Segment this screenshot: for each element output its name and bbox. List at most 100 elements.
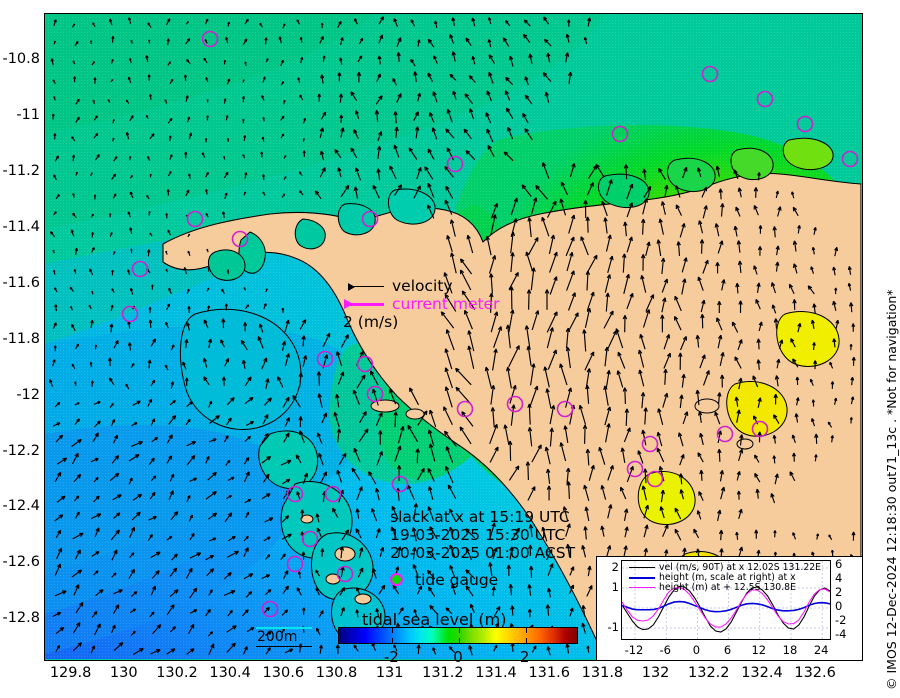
- x-tick-label: 131.6: [528, 665, 570, 681]
- current-meter-station[interactable]: [121, 305, 139, 323]
- scale-bar-label: 200m: [257, 629, 298, 645]
- current-meter-station[interactable]: [286, 555, 304, 573]
- current-meter-station[interactable]: [841, 150, 859, 168]
- inset-x-tick-label: -6: [659, 643, 671, 657]
- annotation-line-1: slack at x at 15:19 UTC: [390, 508, 570, 526]
- tide-timeseries-inset[interactable]: -1 1 2 -4 -2 0 2 4 6 -12 -6 0 6 12 18 24 vel (m/s, 90…: [596, 556, 863, 661]
- inset-series-line: [622, 600, 830, 613]
- colorbar-tick-label: 0: [453, 648, 463, 666]
- current-meter-station[interactable]: [261, 600, 279, 618]
- x-tick-label: 131.4: [475, 665, 517, 681]
- inset-legend-label: height (m, scale at right) at x: [659, 572, 796, 583]
- y-tick-label: -12.2: [2, 442, 40, 459]
- x-tick-label: 132.2: [688, 665, 730, 681]
- inset-y2-tick-label: -4: [835, 626, 847, 641]
- y-tick-label: -12: [16, 386, 40, 403]
- y-tick-label: -12.4: [2, 498, 40, 515]
- annotation-line-2: 19-03-2025 15:30 UTC: [390, 526, 566, 544]
- x-tick-label: 129.8: [49, 665, 92, 681]
- x-tick-label: 131: [375, 665, 404, 681]
- velocity-legend-label: velocity: [392, 277, 453, 295]
- current-meter-legend-label: current meter: [392, 295, 500, 313]
- colorbar-tick: [459, 638, 460, 643]
- current-meter-station[interactable]: [336, 565, 354, 583]
- current-meter-station[interactable]: [301, 530, 319, 548]
- x-tick-label: 130.2: [156, 665, 198, 681]
- current-meter-station[interactable]: [751, 420, 769, 438]
- inset-legend-swatch: [629, 577, 655, 579]
- x-tick-label: 130.8: [315, 665, 358, 681]
- inset-legend-swatch: [629, 567, 655, 568]
- current-meter-station[interactable]: [231, 230, 249, 248]
- current-meter-legend-arrow: [350, 303, 384, 306]
- current-meter-station[interactable]: [506, 395, 524, 413]
- colorbar-tick: [392, 628, 394, 633]
- current-meter-station[interactable]: [186, 210, 204, 228]
- inset-y2-tick-label: -2: [835, 612, 847, 627]
- x-tick-label: 131.8: [581, 665, 624, 681]
- current-meter-station[interactable]: [366, 385, 384, 403]
- inset-legend-swatch: [629, 587, 655, 588]
- tide-gauge-marker[interactable]: [390, 573, 403, 586]
- current-meter-station[interactable]: [391, 475, 409, 493]
- velocity-scale-label: 2 (m/s): [343, 313, 399, 331]
- inset-legend-label: height (m) at + 12.5S 130.8E: [659, 582, 796, 593]
- current-meter-station[interactable]: [316, 350, 334, 368]
- current-meter-station[interactable]: [556, 400, 574, 418]
- colorbar-tick-label: -2: [383, 648, 399, 666]
- colorbar-tick: [392, 638, 394, 643]
- inset-y-tick-label: 2: [611, 560, 619, 574]
- scale-bar-cyan-line: [256, 627, 312, 629]
- inset-x-tick-label: 0: [692, 643, 701, 657]
- inset-x-tick-label: -12: [624, 643, 644, 657]
- velocity-legend-arrowhead: [348, 282, 355, 291]
- current-meter-station[interactable]: [356, 355, 374, 373]
- credit-text: © IMOS 12-Dec-2024 12:18:30 out71_13c . …: [884, 289, 899, 690]
- current-meter-station[interactable]: [626, 460, 644, 478]
- y-tick-label: -12.8: [2, 610, 40, 627]
- current-meter-station[interactable]: [131, 260, 149, 278]
- inset-y2-tick-label: 6: [835, 557, 843, 572]
- current-meter-station[interactable]: [756, 90, 774, 108]
- inset-y2-tick-label: 4: [835, 571, 843, 586]
- current-meter-station[interactable]: [641, 435, 659, 453]
- current-meter-station[interactable]: [611, 125, 629, 143]
- current-meter-station[interactable]: [446, 155, 464, 173]
- x-tick-label: 131.2: [422, 665, 464, 681]
- inset-y2-tick-label: 0: [835, 598, 843, 613]
- tide-gauge-label: tide gauge: [415, 571, 499, 589]
- y-tick-label: -12.6: [2, 554, 40, 571]
- current-meter-station[interactable]: [796, 115, 814, 133]
- current-meter-station[interactable]: [456, 400, 474, 418]
- current-meter-station[interactable]: [286, 485, 304, 503]
- map-panel[interactable]: [44, 13, 863, 661]
- current-meter-station[interactable]: [701, 65, 719, 83]
- velocity-legend-arrow: [350, 286, 384, 287]
- x-tick-label: 130.6: [262, 665, 305, 681]
- y-tick-label: -11.8: [2, 330, 40, 347]
- colorbar-tick: [525, 638, 527, 643]
- y-tick-label: -11.2: [2, 163, 40, 180]
- inset-x-tick-label: 12: [751, 643, 767, 657]
- current-meter-station[interactable]: [324, 485, 342, 503]
- colorbar-tick-label: 2: [519, 648, 530, 666]
- inset-y-tick-label: 1: [611, 580, 619, 594]
- x-tick-label: 130: [109, 665, 138, 681]
- inset-plot-area[interactable]: [621, 560, 831, 640]
- current-meter-station[interactable]: [716, 425, 734, 443]
- colorbar-tick: [459, 628, 460, 633]
- x-tick-label: 130.4: [209, 665, 251, 681]
- current-meter-stations[interactable]: [45, 14, 861, 659]
- scale-bar-black-line: [256, 646, 312, 647]
- inset-x-tick-label: 24: [813, 643, 829, 657]
- current-meter-station[interactable]: [646, 470, 664, 488]
- current-meter-station[interactable]: [201, 30, 219, 48]
- y-tick-label: -10.8: [2, 51, 40, 68]
- x-tick-label: 132.4: [741, 665, 783, 681]
- y-tick-label: -11.6: [2, 274, 40, 291]
- colorbar[interactable]: [338, 627, 578, 644]
- current-meter-station[interactable]: [361, 210, 379, 228]
- annotation-line-3: 20-03-2025 01:00 ACST: [390, 544, 576, 562]
- inset-y2-tick-label: 2: [835, 585, 843, 600]
